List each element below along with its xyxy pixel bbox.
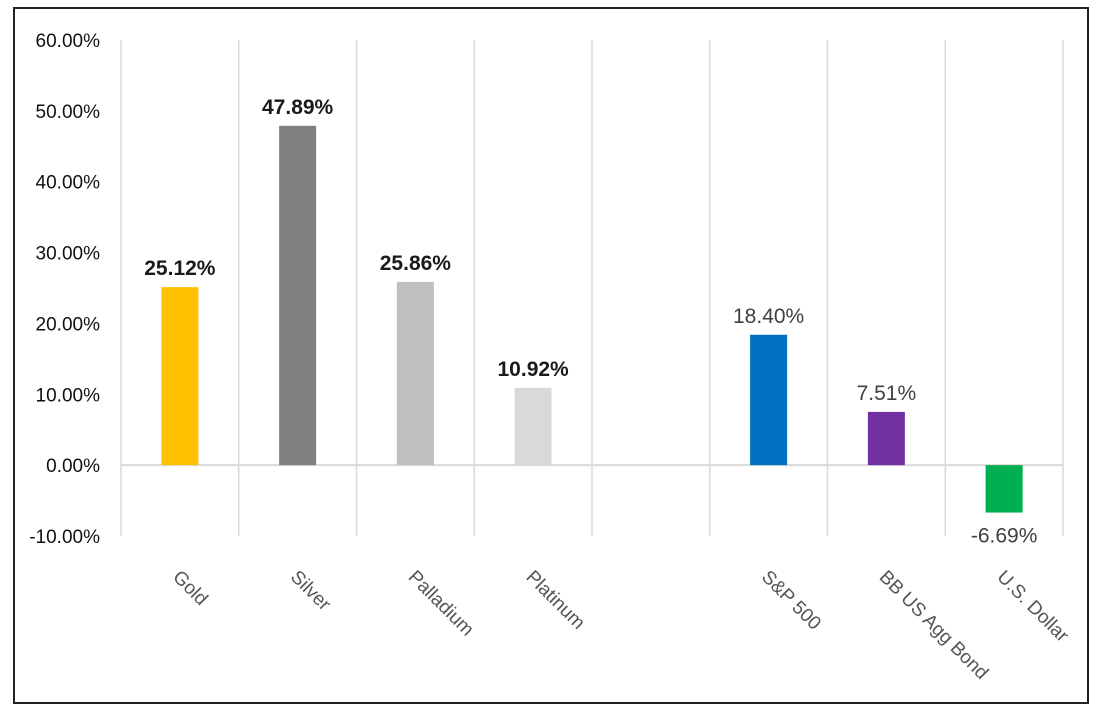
bar-s-p-500	[750, 334, 788, 466]
y-tick-label: 60.00%	[36, 31, 101, 52]
x-tick-label: Palladium	[404, 567, 478, 641]
y-tick-label: 20.00%	[36, 314, 101, 335]
bar-gold	[161, 287, 199, 466]
y-tick-label: 10.00%	[36, 385, 101, 406]
data-label: 25.12%	[144, 257, 216, 280]
data-label: 47.89%	[262, 96, 334, 119]
x-tick-label: Platinum	[522, 567, 589, 634]
chart-frame	[13, 7, 1089, 704]
data-label: 25.86%	[380, 252, 452, 275]
y-tick-label: 40.00%	[36, 173, 101, 194]
bar-platinum	[514, 387, 552, 466]
data-label: -6.69%	[971, 525, 1038, 548]
y-tick-label: 0.00%	[46, 456, 100, 477]
data-label: 18.40%	[733, 305, 804, 328]
y-tick-label: 30.00%	[36, 244, 101, 265]
x-tick-label: Gold	[168, 567, 211, 610]
data-label: 10.92%	[498, 358, 570, 381]
y-tick-label: -10.00%	[29, 527, 100, 548]
data-label: 7.51%	[857, 382, 917, 405]
x-tick-label: S&P 500	[757, 567, 825, 635]
x-tick-label: U.S. Dollar	[993, 567, 1073, 647]
bar-u-s-dollar	[985, 465, 1023, 513]
bar-palladium	[396, 281, 434, 466]
y-tick-label: 50.00%	[36, 102, 101, 123]
x-tick-label: BB US Agg Bond	[875, 567, 992, 684]
bar-silver	[279, 125, 317, 466]
x-tick-label: Silver	[286, 567, 335, 616]
bar-bb-us-agg-bond	[867, 411, 905, 466]
